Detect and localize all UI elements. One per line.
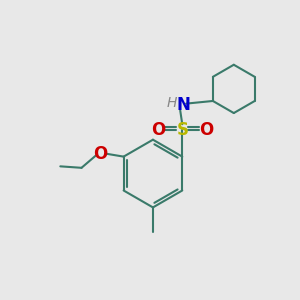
Text: H: H bbox=[167, 96, 177, 110]
Text: O: O bbox=[151, 121, 165, 139]
Text: N: N bbox=[176, 96, 190, 114]
Text: O: O bbox=[94, 145, 108, 163]
Text: O: O bbox=[200, 121, 214, 139]
Text: S: S bbox=[176, 121, 188, 139]
